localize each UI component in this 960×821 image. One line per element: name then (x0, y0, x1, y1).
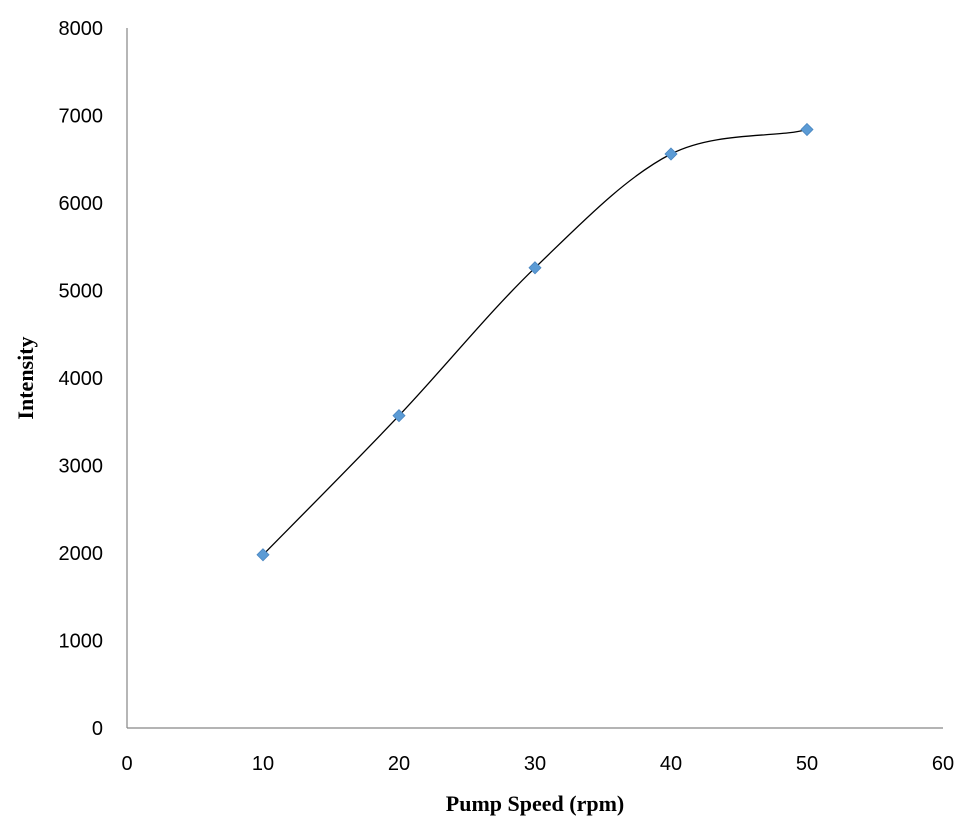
x-tick-label: 60 (932, 753, 954, 775)
x-tick-label: 0 (121, 753, 132, 775)
x-tick-label: 30 (524, 753, 546, 775)
y-tick-label: 3000 (59, 456, 104, 478)
data-point-marker (800, 122, 814, 137)
y-axis-title: Intensity (13, 336, 38, 419)
trendline-curve (262, 128, 808, 556)
y-tick-label: 2000 (59, 543, 104, 565)
x-tick-label: 20 (388, 753, 410, 775)
x-axis-title: Pump Speed (rpm) (446, 791, 624, 816)
y-tick-label: 7000 (59, 106, 104, 128)
y-tick-labels: 0 1000 2000 3000 4000 5000 6000 7000 8000 (59, 18, 104, 740)
y-tick-label: 5000 (59, 281, 104, 303)
y-tick-label: 0 (92, 718, 103, 740)
data-point-marker (256, 548, 270, 562)
axes (126, 28, 943, 729)
x-tick-labels: 0 10 20 30 40 50 60 (121, 753, 954, 775)
data-point-marker (392, 409, 406, 423)
x-tick-label: 50 (796, 753, 818, 775)
y-tick-label: 1000 (59, 631, 104, 653)
data-points (256, 122, 814, 562)
x-tick-label: 40 (660, 753, 682, 775)
data-point-marker (528, 261, 542, 275)
y-tick-label: 8000 (59, 18, 104, 40)
y-tick-label: 6000 (59, 193, 104, 215)
x-tick-label: 10 (252, 753, 274, 775)
y-tick-label: 4000 (59, 368, 104, 390)
data-point-marker (664, 147, 678, 161)
